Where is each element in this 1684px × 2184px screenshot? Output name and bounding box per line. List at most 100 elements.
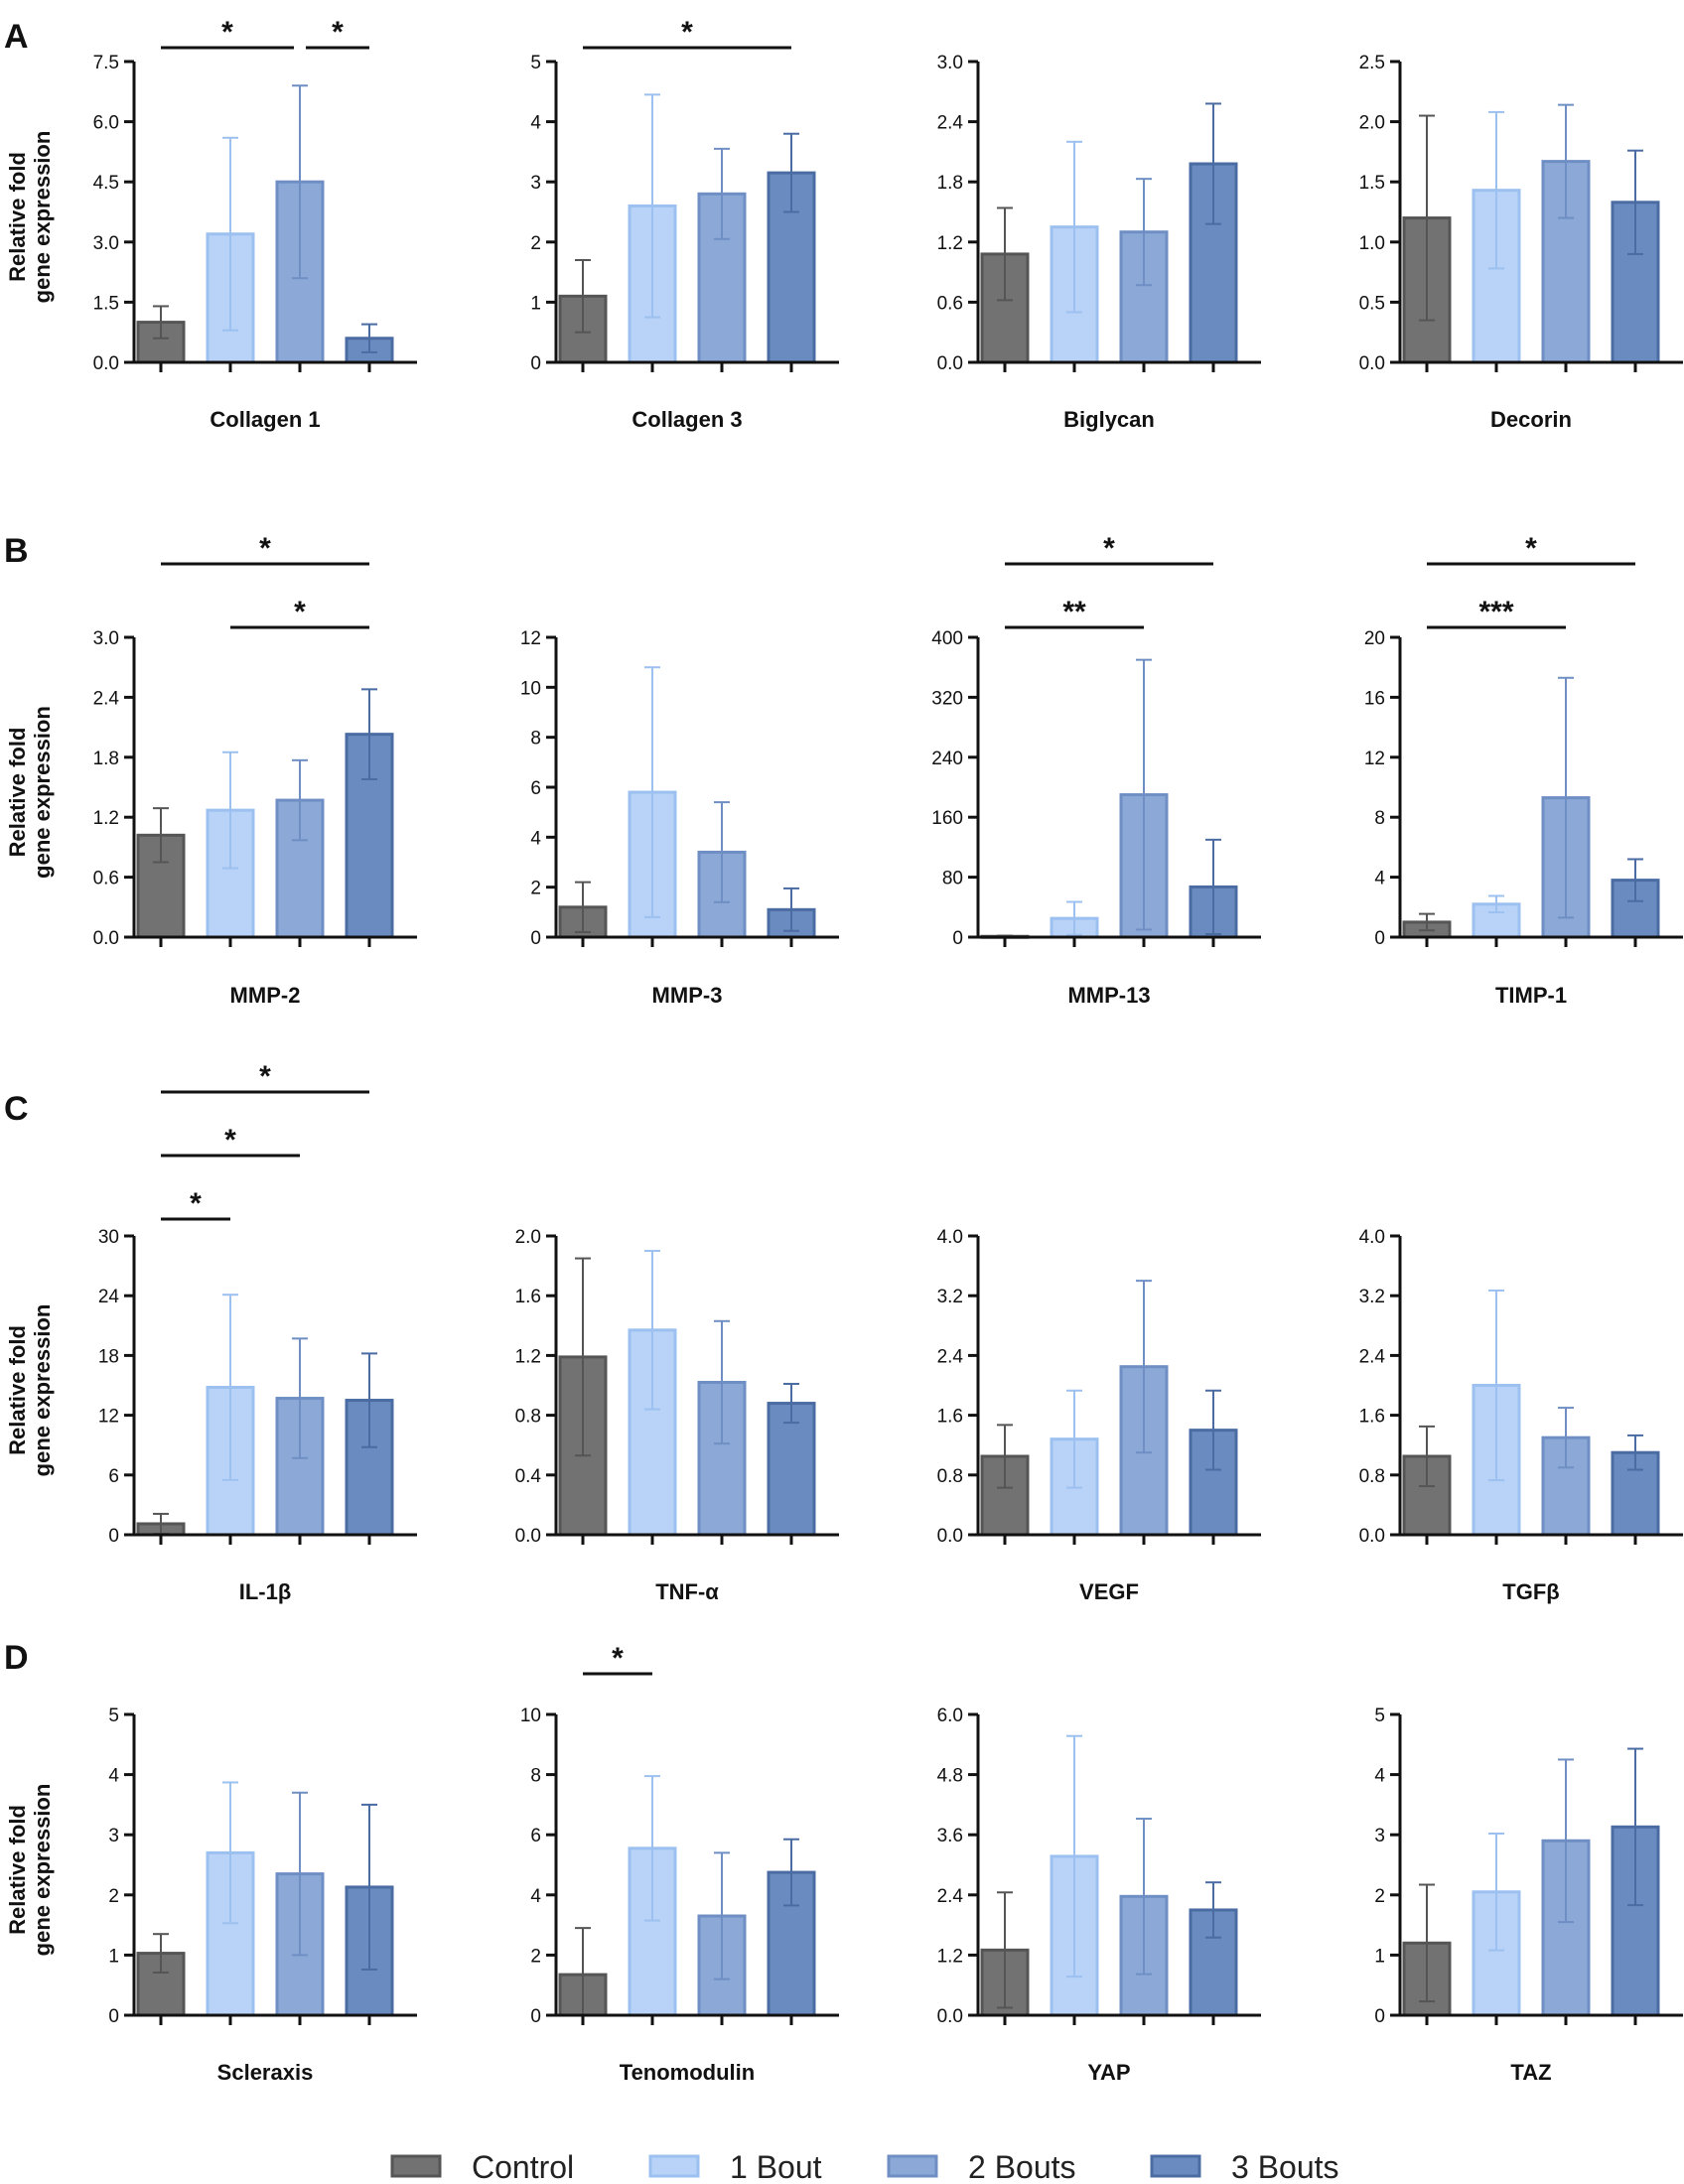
chart-collagen-1: A 0.0 1.5 3.0 4.5 6.0 7.5 Collagen 1 Relative fo… bbox=[4, 16, 417, 432]
y-axis-label: gene expression bbox=[30, 1304, 55, 1477]
y-tick-label: 80 bbox=[942, 869, 963, 889]
y-tick-label: 1.6 bbox=[937, 1407, 963, 1428]
legend-label: 3 Bouts bbox=[1231, 2149, 1339, 2184]
y-tick-label: 3.0 bbox=[93, 628, 119, 649]
y-tick-label: 2.0 bbox=[1359, 113, 1385, 134]
y-tick-label: 2 bbox=[530, 1946, 541, 1967]
chart-tenomodulin: 0 2 4 6 8 10 Tenomodulin * bbox=[520, 1642, 839, 2085]
y-tick-label: 2 bbox=[530, 233, 541, 254]
y-tick-label: 4.5 bbox=[93, 173, 119, 194]
y-tick-label: 0 bbox=[1374, 2006, 1385, 2027]
legend: Control 1 Bout 2 Bouts 3 Bouts bbox=[390, 2149, 1339, 2184]
y-tick-label: 4.0 bbox=[937, 1227, 963, 1248]
y-tick-label: 8 bbox=[530, 1766, 541, 1787]
y-tick-label: 3.0 bbox=[93, 233, 119, 254]
y-tick-label: 6 bbox=[108, 1466, 119, 1487]
y-tick-label: 12 bbox=[1364, 749, 1385, 769]
y-tick-label: 2.4 bbox=[937, 113, 964, 134]
y-tick-label: 0 bbox=[108, 2006, 119, 2027]
significance-marker: ** bbox=[1062, 596, 1086, 628]
y-tick-label: 240 bbox=[931, 749, 963, 769]
y-tick-label: 0.0 bbox=[937, 1526, 963, 1547]
y-tick-label: 12 bbox=[520, 628, 541, 649]
y-tick-label: 7.5 bbox=[93, 53, 119, 73]
chart-il-1-: C 0 6 12 18 24 30 IL-1β Relative fold gene expres… bbox=[4, 1060, 417, 1604]
y-tick-label: 6.0 bbox=[937, 1706, 963, 1726]
legend-item-3-bouts: 3 Bouts bbox=[1150, 2149, 1339, 2184]
gene-label: TAZ bbox=[1510, 2060, 1551, 2085]
chart-yap: 0.0 1.2 2.4 3.6 4.8 6.0 YAP bbox=[937, 1706, 1261, 2085]
y-tick-label: 1 bbox=[530, 293, 541, 314]
y-tick-label: 4 bbox=[530, 828, 541, 849]
y-tick-label: 2.4 bbox=[937, 1346, 964, 1367]
y-axis-label: Relative fold bbox=[5, 728, 30, 858]
panel-letter: A bbox=[4, 18, 29, 56]
panel-letter: D bbox=[4, 1639, 29, 1677]
y-tick-label: 0 bbox=[530, 928, 541, 949]
y-tick-label: 0.0 bbox=[1359, 1526, 1385, 1547]
gene-label: YAP bbox=[1087, 2060, 1130, 2085]
y-tick-label: 4 bbox=[1374, 1766, 1385, 1787]
y-tick-label: 4 bbox=[530, 1886, 541, 1907]
significance-marker: * bbox=[681, 16, 693, 49]
significance-marker: * bbox=[224, 1124, 236, 1157]
gene-label: Collagen 3 bbox=[632, 407, 742, 432]
y-tick-label: 2.0 bbox=[515, 1227, 541, 1248]
gene-label: Tenomodulin bbox=[620, 2060, 755, 2085]
legend-swatch bbox=[1150, 2154, 1201, 2178]
y-tick-label: 3.0 bbox=[937, 53, 963, 73]
chart-collagen-3: 0 1 2 3 4 5 Collagen 3 * bbox=[530, 16, 839, 432]
y-tick-label: 0.5 bbox=[1359, 293, 1385, 314]
y-tick-label: 4.8 bbox=[937, 1766, 963, 1787]
y-axis-label: Relative fold bbox=[5, 152, 30, 282]
gene-label: MMP-2 bbox=[230, 983, 301, 1008]
y-tick-label: 1 bbox=[108, 1946, 119, 1967]
y-tick-label: 0.6 bbox=[937, 293, 963, 314]
chart-tgf-: 0.0 0.8 1.6 2.4 3.2 4.0 TGFβ bbox=[1359, 1227, 1683, 1604]
y-tick-label: 1.2 bbox=[93, 808, 119, 829]
significance-marker: * bbox=[1103, 532, 1115, 565]
y-tick-label: 8 bbox=[530, 729, 541, 750]
significance-marker: * bbox=[332, 16, 344, 49]
y-tick-label: 5 bbox=[1374, 1706, 1385, 1726]
y-tick-label: 2.4 bbox=[1359, 1346, 1386, 1367]
y-tick-label: 0.0 bbox=[515, 1526, 541, 1547]
gene-label: Collagen 1 bbox=[210, 407, 320, 432]
panel-letter: C bbox=[4, 1090, 29, 1128]
y-tick-label: 12 bbox=[98, 1407, 119, 1428]
y-tick-label: 10 bbox=[520, 678, 541, 699]
gene-label: Scleraxis bbox=[217, 2060, 314, 2085]
legend-label: 2 Bouts bbox=[968, 2149, 1076, 2184]
y-tick-label: 0.0 bbox=[1359, 353, 1385, 374]
y-tick-label: 0 bbox=[1374, 928, 1385, 949]
y-tick-label: 2.4 bbox=[93, 688, 120, 709]
y-tick-label: 2 bbox=[108, 1886, 119, 1907]
y-tick-label: 4 bbox=[108, 1766, 119, 1787]
significance-marker: * bbox=[259, 532, 271, 565]
y-tick-label: 0.0 bbox=[937, 353, 963, 374]
y-axis-label: Relative fold bbox=[5, 1805, 30, 1935]
y-tick-label: 3 bbox=[1374, 1826, 1385, 1846]
y-tick-label: 2 bbox=[530, 879, 541, 899]
y-tick-label: 3 bbox=[108, 1826, 119, 1846]
panel-letter: B bbox=[4, 532, 29, 570]
legend-item-1-bout: 1 Bout bbox=[648, 2149, 822, 2184]
y-tick-label: 1.8 bbox=[937, 173, 963, 194]
y-tick-label: 4.0 bbox=[1359, 1227, 1385, 1248]
y-tick-label: 0.8 bbox=[937, 1466, 963, 1487]
chart-decorin: 0.0 0.5 1.0 1.5 2.0 2.5 Decorin bbox=[1359, 53, 1683, 432]
y-tick-label: 10 bbox=[520, 1706, 541, 1726]
y-axis-label: Relative fold bbox=[5, 1325, 30, 1455]
gene-label: TGFβ bbox=[1502, 1579, 1559, 1604]
y-tick-label: 0 bbox=[530, 353, 541, 374]
y-tick-label: 0 bbox=[108, 1526, 119, 1547]
gene-label: TNF-α bbox=[655, 1579, 719, 1604]
gene-label: VEGF bbox=[1079, 1579, 1139, 1604]
y-tick-label: 0.8 bbox=[515, 1407, 541, 1428]
y-tick-label: 5 bbox=[530, 53, 541, 73]
y-tick-label: 0.0 bbox=[93, 353, 119, 374]
y-tick-label: 1.2 bbox=[515, 1346, 541, 1367]
significance-marker: * bbox=[612, 1642, 624, 1675]
